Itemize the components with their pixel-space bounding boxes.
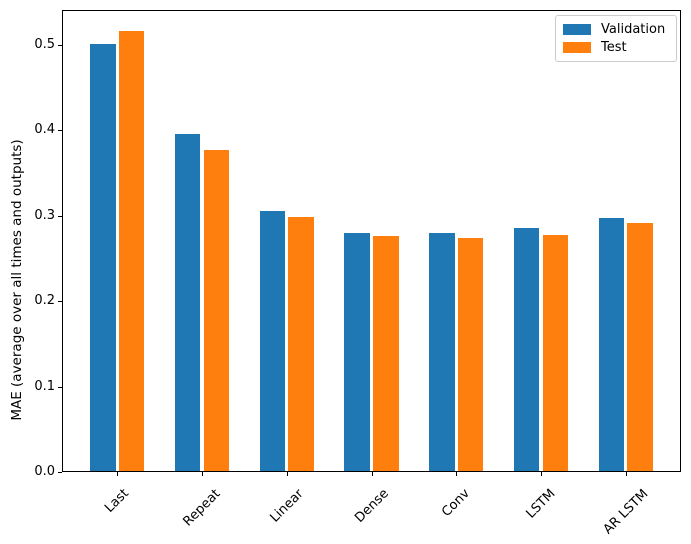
legend-label-validation: Validation	[601, 22, 666, 37]
legend-swatch-validation-icon	[563, 24, 591, 35]
y-tick-mark	[58, 386, 62, 388]
x-tick-label-linear: Linear	[267, 486, 307, 526]
y-tick-mark	[58, 215, 62, 217]
legend: Validation Test	[555, 15, 677, 62]
legend-entry-validation: Validation	[563, 22, 667, 37]
bar-test-repeat	[203, 150, 230, 472]
y-tick-label-0.2: 0.2	[34, 293, 55, 309]
y-tick-mark	[58, 301, 62, 303]
legend-swatch-test-icon	[563, 42, 591, 53]
x-tick-mark	[540, 472, 542, 476]
bar-validation-last	[90, 44, 116, 472]
x-tick-label-ar-lstm: AR LSTM	[600, 486, 652, 538]
bar-validation-repeat	[174, 133, 201, 472]
x-tick-label-dense: Dense	[351, 486, 392, 526]
bar-validation-ar-lstm	[598, 217, 625, 472]
x-tick-label-lstm: LSTM	[523, 486, 559, 522]
y-axis-label: MAE (average over all times and outputs)	[9, 139, 25, 421]
x-tick-mark	[286, 472, 288, 476]
x-tick-label-conv: Conv	[439, 486, 474, 521]
y-tick-label-0.5: 0.5	[34, 37, 55, 52]
bar-test-conv	[457, 238, 484, 472]
bar-test-lstm	[542, 235, 569, 472]
y-tick-label-0.1: 0.1	[34, 378, 55, 394]
x-tick-mark	[456, 472, 458, 476]
plot-area	[62, 10, 681, 472]
bar-test-linear	[288, 216, 314, 472]
bar-test-ar-lstm	[627, 222, 653, 472]
x-tick-mark	[117, 472, 119, 476]
bar-validation-lstm	[513, 227, 540, 472]
y-tick-mark	[58, 130, 62, 132]
x-tick-label-last: Last	[102, 486, 133, 517]
bar-validation-linear	[259, 210, 286, 472]
x-tick-mark	[625, 472, 627, 476]
y-tick-label-0.4: 0.4	[34, 122, 55, 138]
y-tick-mark	[58, 472, 62, 473]
x-tick-mark	[371, 472, 373, 476]
y-tick-label-0.3: 0.3	[34, 207, 55, 223]
x-tick-label-repeat: Repeat	[180, 486, 224, 530]
legend-entry-test: Test	[563, 40, 667, 55]
bar-validation-conv	[429, 232, 455, 472]
y-tick-label-0.0: 0.0	[34, 464, 55, 479]
bar-test-last	[118, 31, 145, 472]
y-tick-mark	[58, 45, 62, 46]
bar-test-dense	[373, 236, 399, 472]
bar-validation-dense	[344, 232, 370, 472]
legend-label-test: Test	[601, 40, 627, 55]
x-tick-mark	[202, 472, 203, 476]
